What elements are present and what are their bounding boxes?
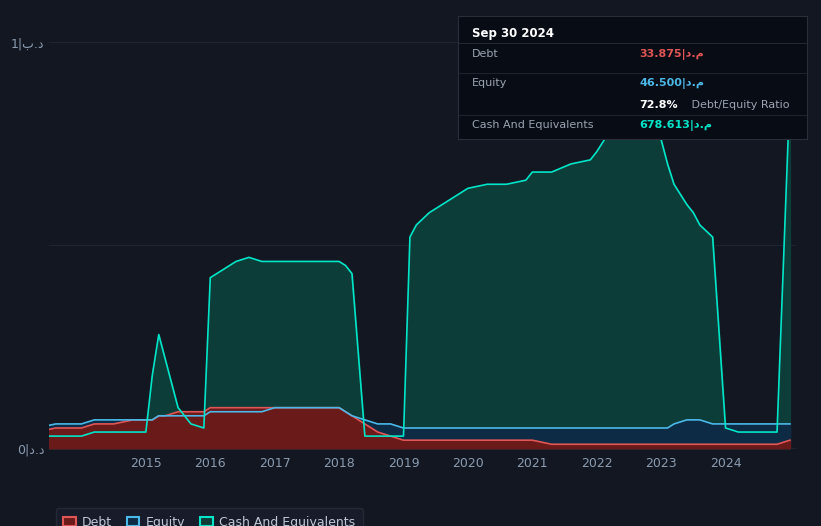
Text: Sep 30 2024: Sep 30 2024 [472,27,554,40]
Text: Equity: Equity [472,78,507,88]
Text: Cash And Equivalents: Cash And Equivalents [472,119,594,129]
Text: 72.8%: 72.8% [640,100,678,110]
Text: 33.875|د.م: 33.875|د.م [640,49,704,60]
Text: Debt: Debt [472,49,499,59]
Text: 46.500|د.م: 46.500|د.م [640,78,704,88]
Text: 678.613|د.م: 678.613|د.م [640,119,713,130]
Text: Debt/Equity Ratio: Debt/Equity Ratio [689,100,790,110]
Legend: Debt, Equity, Cash And Equivalents: Debt, Equity, Cash And Equivalents [56,508,363,526]
